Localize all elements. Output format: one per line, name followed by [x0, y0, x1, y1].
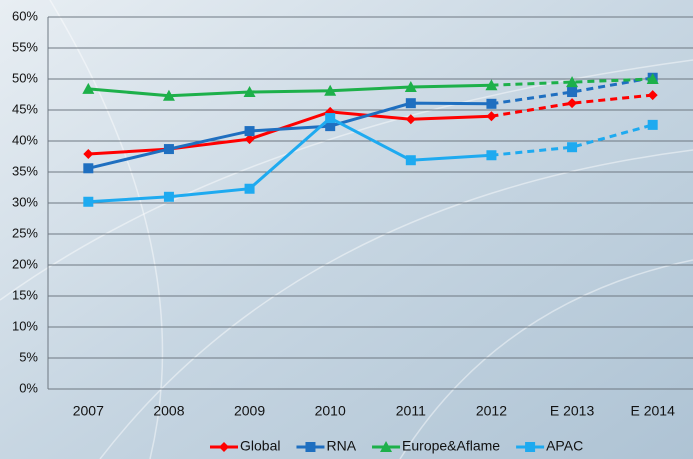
marker: [566, 76, 579, 88]
marker: [405, 155, 416, 166]
marker: [647, 90, 658, 101]
marker: [325, 113, 336, 124]
marker: [567, 87, 578, 98]
y-tick-label: 35%: [12, 163, 38, 178]
x-tick-label: E 2013: [550, 403, 595, 419]
marker: [162, 89, 175, 101]
projected-line: [491, 93, 653, 118]
y-tick-label: 25%: [12, 225, 38, 240]
legend-label: APAC: [546, 438, 583, 454]
y-tick-label: 30%: [12, 194, 38, 209]
x-tick-label: E 2014: [631, 403, 676, 419]
x-tick-label: 2011: [396, 403, 426, 419]
y-tick-label: 45%: [12, 101, 38, 116]
y-tick-label: 15%: [12, 287, 38, 302]
x-tick-label: 2009: [234, 403, 265, 419]
y-tick-label: 40%: [12, 132, 38, 147]
marker: [646, 73, 659, 84]
y-tick-label: 50%: [12, 70, 38, 85]
marker: [405, 114, 416, 125]
marker: [305, 442, 316, 452]
line: [88, 110, 492, 156]
marker: [380, 441, 393, 452]
marker: [82, 82, 95, 94]
legend-item: Europe&Aflame: [372, 438, 500, 454]
marker: [324, 84, 337, 96]
marker: [163, 144, 174, 155]
line: [88, 83, 492, 98]
y-tick-label: 10%: [12, 318, 38, 333]
marker: [567, 98, 578, 109]
marker: [83, 196, 94, 207]
marker: [244, 183, 255, 194]
y-tick-label: 55%: [12, 39, 38, 54]
legend-item: APAC: [516, 438, 583, 454]
marker: [525, 442, 536, 452]
marker: [244, 134, 255, 145]
marker: [404, 81, 417, 93]
projected-line: [491, 123, 654, 157]
marker: [325, 121, 336, 132]
y-tick-label: 5%: [19, 349, 38, 364]
legend-label: Europe&Aflame: [402, 438, 500, 454]
legend-item: RNA: [296, 438, 357, 454]
marker: [486, 111, 497, 122]
y-tick-label: 20%: [12, 256, 38, 271]
marker: [83, 163, 94, 174]
marker: [486, 98, 497, 109]
marker: [163, 191, 174, 202]
x-tick-label: 2012: [476, 403, 507, 419]
x-tick-label: 2007: [73, 403, 104, 419]
projected-line: [491, 77, 653, 87]
marker: [244, 126, 255, 137]
x-tick-label: 2010: [315, 403, 346, 419]
marker: [567, 142, 578, 153]
legend-label: RNA: [326, 438, 356, 454]
y-tick-label: 0%: [19, 380, 38, 395]
marker: [486, 150, 497, 161]
marker: [243, 86, 256, 98]
marker: [485, 79, 498, 91]
y-tick-label: 60%: [12, 8, 38, 23]
line: [88, 116, 492, 204]
projected-line: [491, 76, 653, 106]
legend-label: Global: [240, 438, 280, 454]
x-tick-label: 2008: [153, 403, 184, 419]
marker: [219, 442, 229, 452]
marker: [647, 119, 658, 130]
legend-item: Global: [210, 438, 280, 454]
marker: [83, 149, 94, 160]
marker: [405, 98, 416, 109]
line: [87, 101, 492, 170]
